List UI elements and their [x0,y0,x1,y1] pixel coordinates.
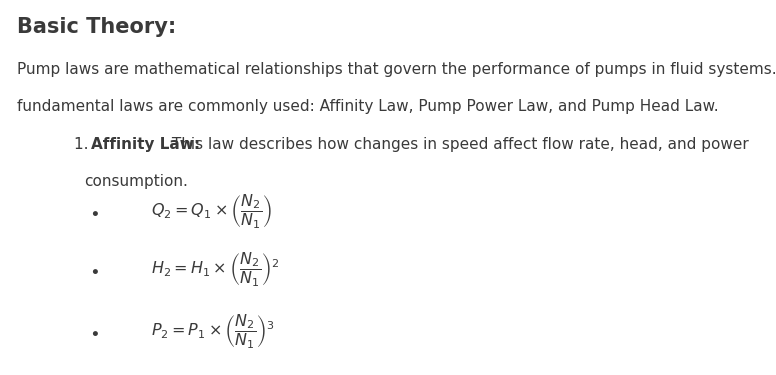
Text: $\bullet$: $\bullet$ [89,261,99,279]
Text: 1.: 1. [74,137,93,152]
Text: consumption.: consumption. [84,174,188,189]
Text: Affinity Law:: Affinity Law: [91,137,200,152]
Text: Basic Theory:: Basic Theory: [17,17,176,37]
Text: $Q_2 = Q_1 \times \left(\dfrac{N_2}{N_1}\right)$: $Q_2 = Q_1 \times \left(\dfrac{N_2}{N_1}… [151,193,272,231]
Text: $H_2 = H_1 \times \left(\dfrac{N_2}{N_1}\right)^2$: $H_2 = H_1 \times \left(\dfrac{N_2}{N_1}… [151,251,279,289]
Text: $\bullet$: $\bullet$ [89,323,99,341]
Text: $\bullet$: $\bullet$ [89,203,99,221]
Text: Pump laws are mathematical relationships that govern the performance of pumps in: Pump laws are mathematical relationships… [17,62,776,77]
Text: This law describes how changes in speed affect flow rate, head, and power: This law describes how changes in speed … [167,137,749,152]
Text: fundamental laws are commonly used: Affinity Law, Pump Power Law, and Pump Head : fundamental laws are commonly used: Affi… [17,99,719,114]
Text: $P_2 = P_1 \times \left(\dfrac{N_2}{N_1}\right)^3$: $P_2 = P_1 \times \left(\dfrac{N_2}{N_1}… [151,313,275,351]
